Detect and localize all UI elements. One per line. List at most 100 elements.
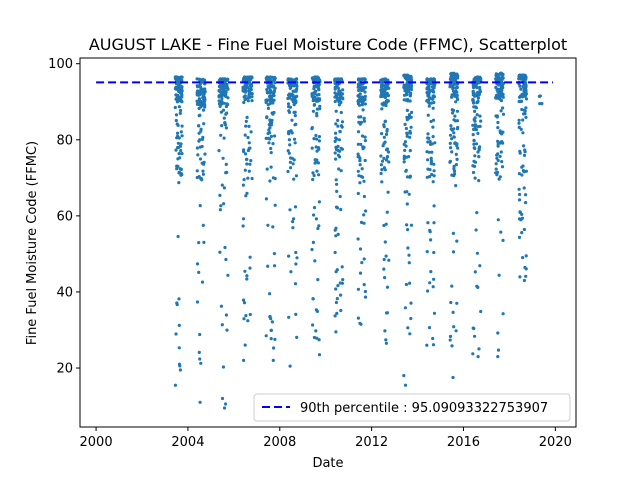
data-point xyxy=(521,169,526,173)
data-point xyxy=(359,115,363,119)
data-point xyxy=(454,184,458,188)
data-point xyxy=(179,167,183,171)
data-point xyxy=(317,139,321,143)
data-point xyxy=(179,108,183,113)
data-point xyxy=(520,173,524,177)
data-point xyxy=(426,289,430,293)
data-point xyxy=(521,92,525,96)
data-point xyxy=(454,152,458,156)
data-point xyxy=(406,74,410,79)
data-point xyxy=(405,131,409,135)
data-point xyxy=(266,264,270,268)
data-point xyxy=(244,119,248,123)
data-point xyxy=(241,298,246,302)
data-point xyxy=(178,368,182,372)
data-point xyxy=(404,169,408,173)
data-point xyxy=(404,86,408,90)
data-point xyxy=(336,144,340,148)
data-point xyxy=(335,182,339,186)
data-point xyxy=(494,167,498,171)
data-point xyxy=(407,192,411,196)
data-point xyxy=(269,317,273,321)
data-point xyxy=(385,285,390,289)
data-point xyxy=(269,165,273,169)
data-point xyxy=(265,167,269,171)
data-point xyxy=(386,150,391,154)
data-point xyxy=(314,308,318,312)
data-point xyxy=(425,99,429,103)
data-point xyxy=(358,321,362,325)
data-point xyxy=(267,75,271,79)
data-point xyxy=(195,169,199,173)
data-point xyxy=(405,223,409,227)
data-point xyxy=(317,224,321,228)
data-point xyxy=(409,84,414,88)
data-point xyxy=(291,162,295,166)
data-point xyxy=(174,332,178,336)
legend-label: 90th percentile : 95.09093322753907 xyxy=(300,401,548,416)
data-point xyxy=(175,164,179,168)
data-point xyxy=(429,142,433,146)
data-point xyxy=(356,130,361,134)
data-point xyxy=(402,157,406,161)
data-point xyxy=(452,131,456,135)
data-point xyxy=(219,204,223,208)
data-point xyxy=(199,177,203,181)
data-point xyxy=(408,149,412,153)
data-point xyxy=(455,72,459,76)
data-point xyxy=(451,72,455,76)
data-point xyxy=(520,216,525,220)
x-tick-label: 2000 xyxy=(80,435,113,450)
data-point xyxy=(432,204,436,208)
data-point xyxy=(247,169,251,173)
data-point xyxy=(520,231,524,235)
data-point xyxy=(431,343,436,347)
data-point xyxy=(358,159,362,163)
data-point xyxy=(226,77,230,81)
data-point xyxy=(175,301,179,305)
data-point xyxy=(501,238,505,242)
data-point xyxy=(359,142,363,146)
data-point xyxy=(473,154,477,158)
data-point xyxy=(225,111,229,115)
data-point xyxy=(496,331,500,335)
data-point xyxy=(518,84,522,88)
data-point xyxy=(287,130,291,134)
data-point xyxy=(203,103,207,107)
data-point xyxy=(218,104,222,108)
data-point xyxy=(405,175,410,179)
data-point xyxy=(384,158,389,162)
data-point xyxy=(179,85,183,89)
data-point xyxy=(173,105,177,110)
data-point xyxy=(266,106,270,110)
x-tick-label: 2016 xyxy=(447,435,480,450)
data-point xyxy=(429,159,433,163)
data-point xyxy=(272,89,276,93)
data-point xyxy=(358,92,362,96)
data-point xyxy=(290,156,294,160)
data-point xyxy=(340,147,344,151)
data-point xyxy=(248,266,252,270)
data-point xyxy=(271,225,275,229)
data-point xyxy=(426,158,430,162)
data-point xyxy=(242,100,246,105)
data-point xyxy=(241,86,245,91)
data-point xyxy=(499,150,503,154)
data-point xyxy=(454,329,458,333)
data-point xyxy=(403,148,407,152)
data-point xyxy=(381,144,385,148)
data-point xyxy=(381,82,385,87)
data-point xyxy=(475,76,479,80)
data-point xyxy=(448,82,452,87)
data-point xyxy=(494,171,498,175)
data-point xyxy=(268,131,272,135)
data-point xyxy=(521,118,525,122)
data-point xyxy=(267,128,271,132)
data-point xyxy=(195,300,200,304)
data-point xyxy=(356,169,360,173)
data-point xyxy=(520,107,524,112)
data-point xyxy=(250,84,254,88)
data-point xyxy=(409,301,413,305)
data-point xyxy=(272,252,276,256)
